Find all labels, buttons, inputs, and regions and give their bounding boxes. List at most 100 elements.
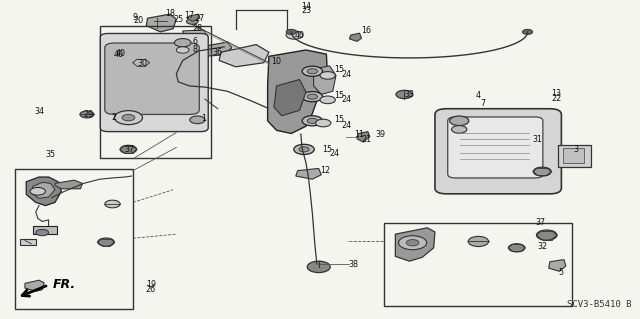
Bar xyxy=(15,169,133,309)
Text: 37: 37 xyxy=(535,218,545,227)
Bar xyxy=(384,223,572,306)
Text: 15: 15 xyxy=(334,115,344,124)
Text: 15: 15 xyxy=(323,145,333,154)
Text: 34: 34 xyxy=(34,108,44,116)
Text: 9: 9 xyxy=(132,13,138,22)
Circle shape xyxy=(299,147,309,152)
Circle shape xyxy=(176,47,189,53)
Text: 18: 18 xyxy=(165,9,175,18)
Polygon shape xyxy=(187,14,200,21)
Circle shape xyxy=(174,39,191,47)
Circle shape xyxy=(122,115,135,121)
Text: 1: 1 xyxy=(201,115,206,123)
Text: 6: 6 xyxy=(193,37,198,46)
Polygon shape xyxy=(182,30,206,38)
Bar xyxy=(100,26,211,158)
Circle shape xyxy=(302,66,323,76)
Circle shape xyxy=(189,116,205,124)
Circle shape xyxy=(307,69,317,74)
FancyBboxPatch shape xyxy=(105,43,199,115)
Circle shape xyxy=(80,111,94,118)
Text: 14: 14 xyxy=(301,2,311,11)
Circle shape xyxy=(36,229,49,236)
Polygon shape xyxy=(314,66,336,94)
Polygon shape xyxy=(147,14,176,32)
Circle shape xyxy=(133,59,150,67)
Circle shape xyxy=(307,118,317,123)
FancyBboxPatch shape xyxy=(435,109,561,194)
Circle shape xyxy=(406,240,419,246)
Polygon shape xyxy=(296,168,321,179)
Bar xyxy=(33,226,57,234)
Text: 22: 22 xyxy=(551,94,561,103)
Circle shape xyxy=(536,230,557,240)
Polygon shape xyxy=(20,239,36,245)
Text: 39: 39 xyxy=(376,130,386,139)
Text: 15: 15 xyxy=(334,65,344,75)
Text: 25: 25 xyxy=(173,15,183,24)
Text: 32: 32 xyxy=(537,242,547,251)
Text: 24: 24 xyxy=(342,95,352,104)
Bar xyxy=(557,145,591,167)
Text: 12: 12 xyxy=(320,166,330,175)
Text: 20: 20 xyxy=(133,16,143,25)
Circle shape xyxy=(508,244,525,252)
Circle shape xyxy=(105,200,120,208)
Text: 36: 36 xyxy=(213,48,223,57)
Polygon shape xyxy=(25,280,44,291)
Circle shape xyxy=(302,116,323,126)
Text: 37: 37 xyxy=(125,145,135,154)
Text: SCV3-B5410 B: SCV3-B5410 B xyxy=(567,300,632,309)
Circle shape xyxy=(302,92,323,102)
Text: 24: 24 xyxy=(342,121,352,130)
Text: 10: 10 xyxy=(271,57,282,66)
Polygon shape xyxy=(195,42,232,56)
Circle shape xyxy=(396,90,413,99)
Polygon shape xyxy=(274,79,306,116)
Text: 2: 2 xyxy=(112,113,117,122)
Polygon shape xyxy=(268,50,328,134)
Circle shape xyxy=(307,94,317,99)
Polygon shape xyxy=(349,33,362,41)
Circle shape xyxy=(320,96,335,104)
Text: 7: 7 xyxy=(480,99,485,108)
Polygon shape xyxy=(33,182,55,198)
FancyBboxPatch shape xyxy=(100,33,208,132)
Text: 31: 31 xyxy=(532,135,542,145)
Text: 26: 26 xyxy=(146,285,156,293)
Text: 28: 28 xyxy=(193,24,202,33)
Polygon shape xyxy=(219,45,269,67)
Circle shape xyxy=(120,145,137,153)
Text: 38: 38 xyxy=(348,260,358,270)
Text: 35: 35 xyxy=(45,150,56,159)
Polygon shape xyxy=(26,177,61,205)
Text: 11: 11 xyxy=(355,130,365,139)
Circle shape xyxy=(452,126,467,133)
Text: 40: 40 xyxy=(294,31,305,40)
Polygon shape xyxy=(357,132,370,142)
Circle shape xyxy=(307,261,330,272)
Text: 13: 13 xyxy=(551,89,561,98)
Text: 40: 40 xyxy=(114,50,124,59)
Circle shape xyxy=(533,167,551,176)
Circle shape xyxy=(115,111,143,125)
Text: 16: 16 xyxy=(361,26,371,35)
Text: 15: 15 xyxy=(334,91,344,100)
Circle shape xyxy=(450,116,468,126)
Text: 27: 27 xyxy=(195,14,205,23)
Circle shape xyxy=(286,29,296,34)
FancyBboxPatch shape xyxy=(448,117,543,178)
Text: 30: 30 xyxy=(138,59,147,68)
Text: 24: 24 xyxy=(342,70,352,79)
Text: 33: 33 xyxy=(404,90,415,99)
Circle shape xyxy=(316,119,331,127)
Text: 23: 23 xyxy=(301,6,311,15)
Text: 24: 24 xyxy=(329,149,339,158)
Circle shape xyxy=(286,31,303,39)
Circle shape xyxy=(399,236,427,250)
Text: 5: 5 xyxy=(559,268,564,277)
Polygon shape xyxy=(548,260,566,271)
Text: 29: 29 xyxy=(84,110,94,119)
Text: 3: 3 xyxy=(573,145,578,154)
Circle shape xyxy=(320,71,335,79)
